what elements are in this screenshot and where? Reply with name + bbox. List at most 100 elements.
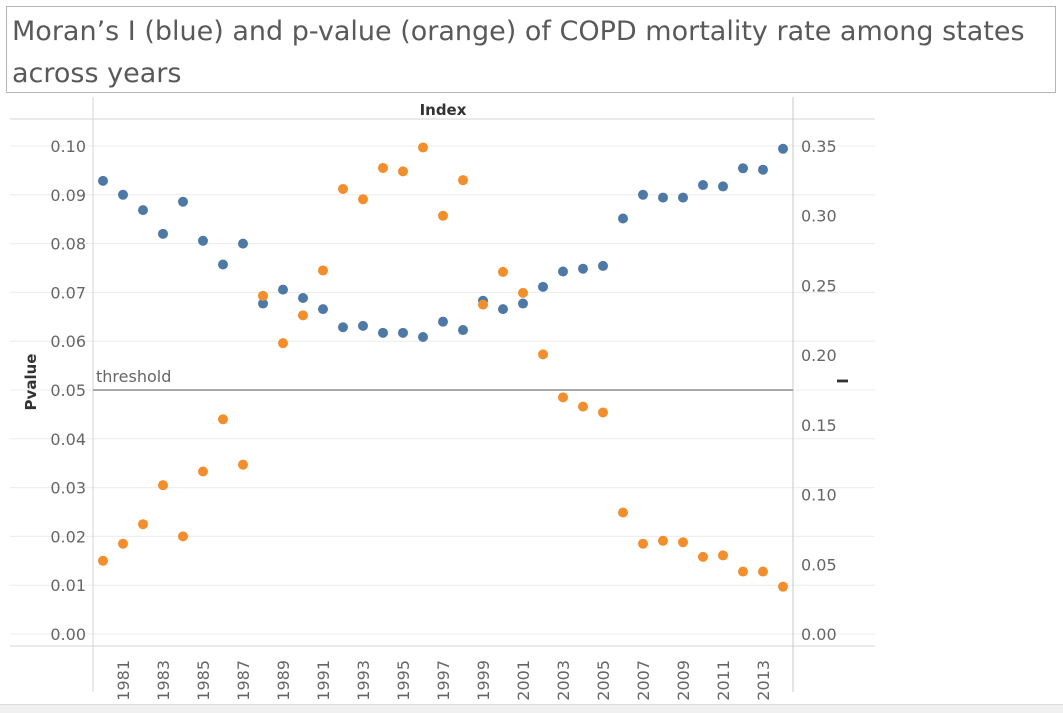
moran-point[interactable] xyxy=(598,260,608,271)
x-tick-label: 2011 xyxy=(714,660,733,701)
moran-point[interactable] xyxy=(658,192,668,203)
y-tick-left-label: 0.00 xyxy=(50,625,86,644)
pvalue-point[interactable] xyxy=(398,166,408,177)
moran-point[interactable] xyxy=(518,298,528,309)
moran-point[interactable] xyxy=(498,304,508,315)
y-tick-right-label: 0.30 xyxy=(801,207,837,226)
y-tick-left-label: 0.08 xyxy=(50,235,86,254)
moran-point[interactable] xyxy=(218,259,228,270)
y-tick-left-label: 0.06 xyxy=(50,332,86,351)
pvalue-point[interactable] xyxy=(558,392,568,403)
moran-point[interactable] xyxy=(338,322,348,333)
moran-point[interactable] xyxy=(738,163,748,174)
pvalue-point[interactable] xyxy=(458,175,468,186)
y-tick-right-label: 0.15 xyxy=(801,416,837,435)
y-tick-left-label: 0.04 xyxy=(50,430,86,449)
moran-point[interactable] xyxy=(258,298,268,309)
pvalue-point[interactable] xyxy=(358,194,368,205)
header-label: Index xyxy=(420,101,467,119)
pvalue-point[interactable] xyxy=(698,551,708,562)
x-tick-label: 2007 xyxy=(634,660,653,701)
moran-point[interactable] xyxy=(418,332,428,343)
pvalue-point[interactable] xyxy=(198,466,208,477)
moran-point[interactable] xyxy=(318,304,328,315)
x-axis-ticks: 1981 1983 1985 1987 1989 1991 1993 1995 1997 1999… xyxy=(114,660,773,701)
pvalue-point[interactable] xyxy=(338,183,348,194)
moran-point[interactable] xyxy=(178,196,188,207)
x-tick-label: 1999 xyxy=(474,660,493,701)
moran-point[interactable] xyxy=(398,327,408,338)
y-tick-left-label: 0.01 xyxy=(50,576,86,595)
moran-point[interactable] xyxy=(538,281,548,292)
moran-point[interactable] xyxy=(638,189,648,200)
moran-point[interactable] xyxy=(278,284,288,295)
x-tick-label: 2001 xyxy=(514,660,533,701)
y-tick-left-label: 0.02 xyxy=(50,527,86,546)
pvalue-point[interactable] xyxy=(418,142,428,153)
pvalue-point[interactable] xyxy=(238,459,248,470)
moran-point[interactable] xyxy=(578,263,588,274)
moran-point[interactable] xyxy=(478,295,488,306)
threshold-label: threshold xyxy=(96,367,171,386)
bottom-scrollbar-strip xyxy=(0,704,1063,713)
pvalue-point[interactable] xyxy=(778,581,788,592)
pvalue-point[interactable] xyxy=(378,162,388,173)
moran-point[interactable] xyxy=(98,175,108,186)
pvalue-point[interactable] xyxy=(738,566,748,577)
series-p-value xyxy=(98,142,788,592)
pvalue-point[interactable] xyxy=(178,531,188,542)
x-tick-label: 1987 xyxy=(234,660,253,701)
moran-point[interactable] xyxy=(118,189,128,200)
x-tick-label: 1997 xyxy=(434,660,453,701)
x-tick-label: 1995 xyxy=(394,660,413,701)
moran-point[interactable] xyxy=(618,213,628,224)
y-tick-right-label: 0.05 xyxy=(801,555,837,574)
pvalue-point[interactable] xyxy=(478,299,488,310)
moran-point[interactable] xyxy=(698,180,708,191)
moran-point[interactable] xyxy=(718,181,728,192)
y-tick-left-label: 0.05 xyxy=(50,381,86,400)
moran-point[interactable] xyxy=(238,238,248,249)
pvalue-point[interactable] xyxy=(278,338,288,349)
moran-point[interactable] xyxy=(298,292,308,303)
pvalue-point[interactable] xyxy=(718,550,728,561)
moran-point[interactable] xyxy=(358,320,368,331)
pvalue-point[interactable] xyxy=(578,401,588,412)
pvalue-point[interactable] xyxy=(618,507,628,518)
pvalue-point[interactable] xyxy=(758,566,768,577)
pvalue-point[interactable] xyxy=(138,519,148,530)
pvalue-point[interactable] xyxy=(218,414,228,425)
moran-point[interactable] xyxy=(678,192,688,203)
y-tick-left-label: 0.09 xyxy=(50,186,86,205)
y-axis-title-left: Pvalue xyxy=(22,354,40,411)
pvalue-point[interactable] xyxy=(98,555,108,566)
pvalue-point[interactable] xyxy=(518,287,528,298)
moran-point[interactable] xyxy=(438,316,448,327)
moran-point[interactable] xyxy=(758,164,768,175)
x-tick-label: 1991 xyxy=(314,660,333,701)
pvalue-point[interactable] xyxy=(438,210,448,221)
moran-point[interactable] xyxy=(198,235,208,246)
pvalue-point[interactable] xyxy=(638,538,648,549)
pvalue-point[interactable] xyxy=(258,290,268,301)
x-tick-label: 1993 xyxy=(354,660,373,701)
moran-point[interactable] xyxy=(458,325,468,336)
moran-point[interactable] xyxy=(378,327,388,338)
y-tick-right-label: 0.10 xyxy=(801,486,837,505)
pvalue-point[interactable] xyxy=(538,349,548,360)
moran-point[interactable] xyxy=(558,266,568,277)
moran-point[interactable] xyxy=(778,143,788,154)
pvalue-point[interactable] xyxy=(658,535,668,546)
moran-point[interactable] xyxy=(138,205,148,216)
pvalue-point[interactable] xyxy=(598,407,608,418)
pvalue-point[interactable] xyxy=(118,538,128,549)
pvalue-point[interactable] xyxy=(298,310,308,321)
pvalue-point[interactable] xyxy=(318,265,328,276)
moran-point[interactable] xyxy=(158,228,168,239)
x-tick-label: 1983 xyxy=(154,660,173,701)
y-axis-title-right: I xyxy=(834,378,852,384)
pvalue-point[interactable] xyxy=(678,537,688,548)
pvalue-point[interactable] xyxy=(498,266,508,277)
x-tick-label: 1985 xyxy=(194,660,213,701)
pvalue-point[interactable] xyxy=(158,480,168,491)
